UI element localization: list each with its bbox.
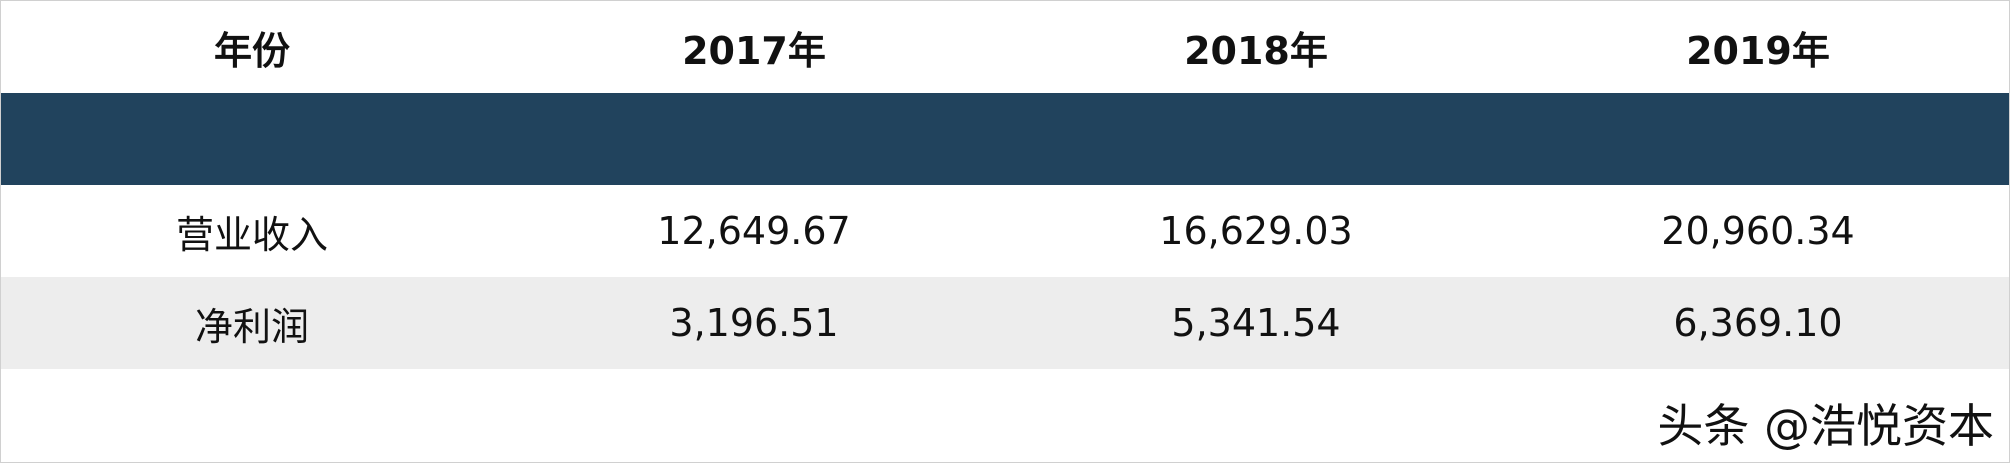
table-row: 净利润 3,196.51 5,341.54 6,369.10 <box>1 277 2009 369</box>
table-cell: 净利润 <box>194 304 309 349</box>
table-cell: 6,369.10 <box>1673 301 1843 345</box>
table-cell: 12,649.67 <box>657 209 851 253</box>
table-cell: 3,196.51 <box>669 301 839 345</box>
header-row: 年份 2017年 2018年 2019年 <box>1 1 2009 93</box>
table-cell: 营业收入 <box>175 212 328 257</box>
watermark: 头条 @浩悦资本 <box>1657 399 1994 453</box>
header-cell: 2018年 <box>1184 28 1328 73</box>
table-row: 营业收入 12,649.67 16,629.03 20,960.34 <box>1 185 2009 277</box>
table-cell: 20,960.34 <box>1661 209 1855 253</box>
header-cell: 年份 <box>213 28 290 73</box>
header-cell: 2019年 <box>1686 28 1830 73</box>
header-cell: 2017年 <box>682 28 826 73</box>
table-cell: 16,629.03 <box>1159 209 1353 253</box>
header-band <box>1 93 2009 185</box>
table-cell: 5,341.54 <box>1171 301 1341 345</box>
